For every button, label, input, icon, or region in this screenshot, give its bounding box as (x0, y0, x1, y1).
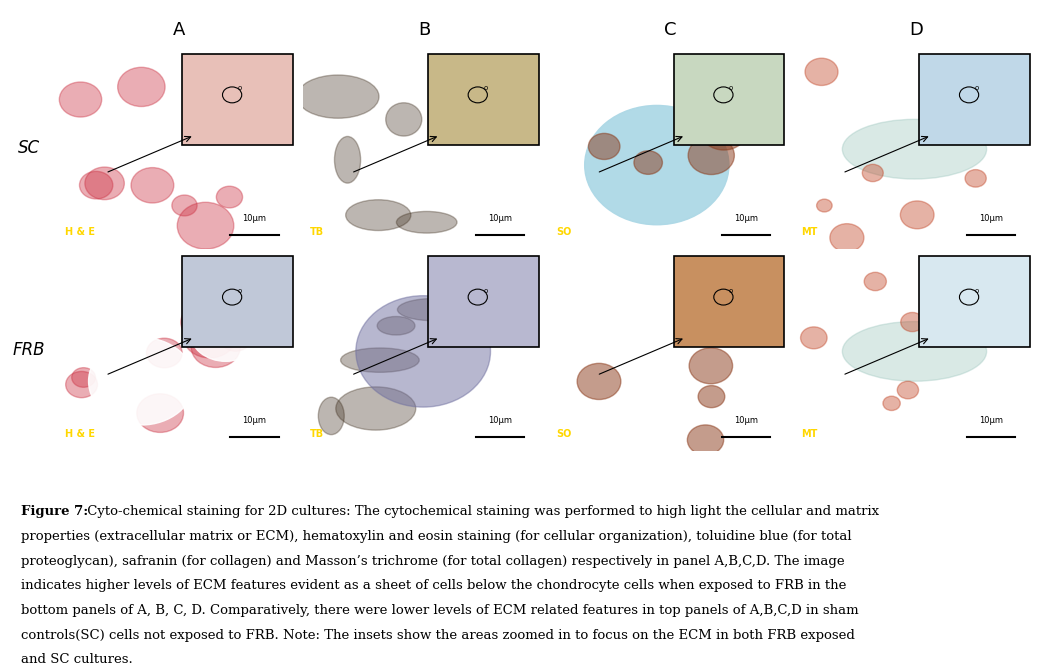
Text: TB: TB (311, 429, 324, 439)
Circle shape (177, 202, 233, 249)
Text: TB: TB (311, 227, 324, 237)
Circle shape (59, 82, 102, 117)
Ellipse shape (842, 322, 987, 381)
Ellipse shape (842, 119, 987, 179)
Text: 10μm: 10μm (734, 213, 758, 223)
Text: o: o (729, 86, 734, 91)
Text: o: o (729, 288, 734, 294)
Ellipse shape (334, 137, 361, 183)
Circle shape (79, 171, 113, 199)
Circle shape (800, 327, 827, 349)
Text: 10μm: 10μm (243, 213, 267, 223)
Text: MT: MT (801, 227, 818, 237)
Circle shape (817, 199, 833, 212)
Text: D: D (909, 21, 923, 39)
Text: o: o (238, 288, 242, 294)
Circle shape (965, 170, 986, 187)
Text: 10μm: 10μm (488, 213, 512, 223)
Text: Cyto-chemical staining for 2D cultures: The cytochemical staining was performed : Cyto-chemical staining for 2D cultures: … (82, 505, 878, 518)
Circle shape (66, 371, 98, 398)
Text: 10μm: 10μm (734, 416, 758, 425)
Ellipse shape (386, 103, 422, 136)
Circle shape (72, 368, 96, 387)
Circle shape (585, 105, 729, 225)
Text: B: B (419, 21, 431, 39)
Circle shape (192, 327, 240, 367)
Circle shape (181, 302, 229, 342)
Circle shape (585, 308, 729, 427)
Text: o: o (483, 86, 488, 91)
Circle shape (900, 312, 924, 332)
Circle shape (700, 111, 747, 150)
Text: MT: MT (801, 429, 818, 439)
Text: H & E: H & E (65, 429, 95, 439)
Text: A: A (173, 21, 185, 39)
Bar (919, 256, 1029, 347)
Text: and SC cultures.: and SC cultures. (21, 653, 132, 663)
Ellipse shape (336, 387, 416, 430)
Bar (428, 54, 539, 145)
Bar (182, 256, 293, 347)
Text: C: C (664, 21, 676, 39)
Text: bottom panels of A, B, C, D. Comparatively, there were lower levels of ECM relat: bottom panels of A, B, C, D. Comparative… (21, 604, 859, 617)
Circle shape (864, 272, 887, 290)
Circle shape (577, 363, 621, 400)
Bar (673, 256, 785, 347)
Circle shape (897, 381, 919, 399)
Circle shape (131, 168, 174, 203)
Circle shape (634, 151, 663, 174)
Circle shape (118, 68, 165, 107)
Circle shape (217, 186, 243, 208)
Circle shape (863, 164, 884, 182)
Text: indicates higher levels of ECM features evident as a sheet of cells below the ch: indicates higher levels of ECM features … (21, 579, 846, 592)
Circle shape (183, 314, 237, 358)
Circle shape (589, 133, 620, 160)
Circle shape (172, 195, 197, 216)
Text: properties (extracellular matrix or ECM), hematoxylin and eosin staining (for ce: properties (extracellular matrix or ECM)… (21, 530, 851, 543)
Circle shape (84, 167, 124, 200)
Ellipse shape (318, 397, 344, 435)
Circle shape (89, 337, 195, 425)
Circle shape (995, 270, 1015, 286)
Text: FRB: FRB (13, 341, 45, 359)
Circle shape (698, 386, 725, 408)
Circle shape (220, 325, 251, 351)
Text: o: o (974, 288, 978, 294)
Circle shape (689, 348, 733, 384)
Ellipse shape (377, 316, 415, 335)
Text: H & E: H & E (65, 227, 95, 237)
Circle shape (147, 338, 182, 368)
Ellipse shape (346, 200, 411, 231)
Bar (919, 54, 1029, 145)
Text: 10μm: 10μm (243, 416, 267, 425)
Text: Figure 7:: Figure 7: (21, 505, 89, 518)
Text: controls(SC) cells not exposed to FRB. Note: The insets show the areas zoomed in: controls(SC) cells not exposed to FRB. N… (21, 629, 854, 642)
Ellipse shape (297, 75, 379, 118)
Circle shape (190, 302, 262, 361)
Text: SC: SC (18, 139, 40, 156)
Circle shape (805, 58, 838, 86)
Ellipse shape (341, 348, 419, 373)
Ellipse shape (396, 211, 457, 233)
Ellipse shape (397, 298, 470, 321)
Bar (673, 54, 785, 145)
Text: o: o (238, 86, 242, 91)
Circle shape (900, 201, 934, 229)
Text: 10μm: 10μm (979, 416, 1003, 425)
Text: 10μm: 10μm (979, 213, 1003, 223)
Text: 10μm: 10μm (488, 416, 512, 425)
Text: SO: SO (555, 227, 571, 237)
Circle shape (688, 425, 723, 455)
Text: o: o (483, 288, 488, 294)
Text: proteoglycan), safranin (for collagen) and Masson’s trichrome (for total collage: proteoglycan), safranin (for collagen) a… (21, 554, 844, 568)
Circle shape (137, 394, 183, 432)
Circle shape (883, 396, 900, 410)
Bar (428, 256, 539, 347)
Circle shape (688, 137, 735, 174)
Text: SO: SO (555, 429, 571, 439)
Circle shape (356, 296, 491, 407)
Text: o: o (974, 86, 978, 91)
Bar (182, 54, 293, 145)
Circle shape (829, 223, 864, 252)
